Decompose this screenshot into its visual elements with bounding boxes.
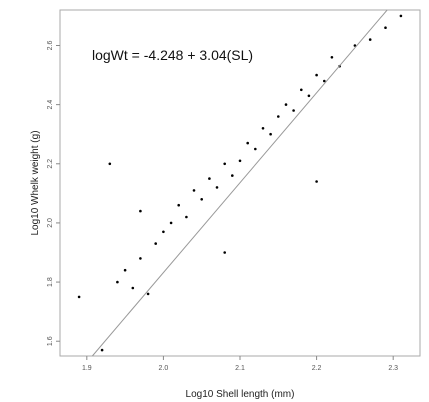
data-point [192, 189, 196, 192]
x-axis-label: Log10 Shell length (mm) [186, 389, 295, 400]
data-point [231, 174, 234, 177]
y-axis-label: Log10 Whelk weight (g) [30, 130, 41, 235]
y-tick-label: 2.4 [47, 100, 54, 110]
data-point [208, 177, 211, 180]
data-point [162, 230, 165, 234]
x-tick-label: 1.9 [82, 365, 92, 372]
data-point [284, 103, 288, 106]
regression-line [91, 9, 388, 357]
data-point [77, 295, 81, 299]
x-tick-label: 2.0 [159, 365, 169, 372]
data-point [215, 186, 219, 189]
data-point [368, 38, 372, 41]
data-point [238, 159, 242, 163]
data-point [384, 26, 387, 30]
x-axis-ticks: 1.9 2.0 2.1 2.2 2.3 [82, 356, 398, 372]
data-point [254, 147, 257, 151]
data-point [123, 268, 127, 272]
data-point [100, 348, 104, 352]
y-tick-label: 2.2 [47, 159, 54, 169]
data-point [300, 88, 303, 92]
y-tick-label: 2.6 [47, 41, 54, 51]
data-point [177, 203, 180, 207]
x-tick-label: 2.1 [235, 365, 245, 372]
data-point [116, 280, 119, 284]
regression-equation: logWt = -4.248 + 3.04(SL) [92, 47, 253, 63]
x-tick-label: 2.2 [312, 365, 322, 372]
data-point [246, 141, 249, 145]
data-point [315, 73, 318, 77]
data-point [223, 162, 226, 166]
y-tick-label: 2.0 [47, 218, 54, 228]
data-point [399, 14, 403, 18]
y-axis-ticks: 1.6 1.8 2.0 2.2 2.4 2.6 [47, 41, 60, 346]
data-point [261, 127, 265, 130]
data-point [146, 292, 150, 296]
data-point [223, 251, 226, 254]
data-point [292, 109, 295, 112]
data-point [353, 44, 357, 47]
data-point [269, 132, 272, 136]
data-point [185, 215, 188, 219]
data-point [307, 94, 311, 98]
y-tick-label: 1.8 [47, 277, 54, 287]
data-point [139, 209, 142, 213]
data-point [323, 79, 326, 83]
x-tick-label: 2.3 [388, 365, 398, 372]
data-point [277, 115, 280, 118]
y-tick-label: 1.6 [47, 336, 54, 346]
data-point [154, 242, 157, 245]
data-point [139, 257, 142, 260]
data-point [131, 286, 135, 290]
data-point [330, 56, 334, 59]
data-point [108, 162, 112, 166]
data-point [169, 221, 173, 225]
data-points [77, 14, 403, 352]
data-point [315, 180, 318, 183]
data-point [200, 198, 203, 201]
